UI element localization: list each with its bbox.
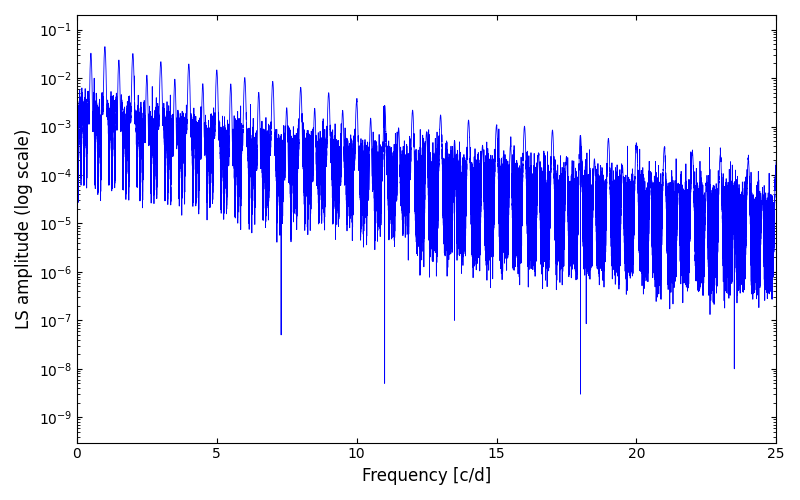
- Y-axis label: LS amplitude (log scale): LS amplitude (log scale): [15, 128, 33, 329]
- X-axis label: Frequency [c/d]: Frequency [c/d]: [362, 467, 491, 485]
